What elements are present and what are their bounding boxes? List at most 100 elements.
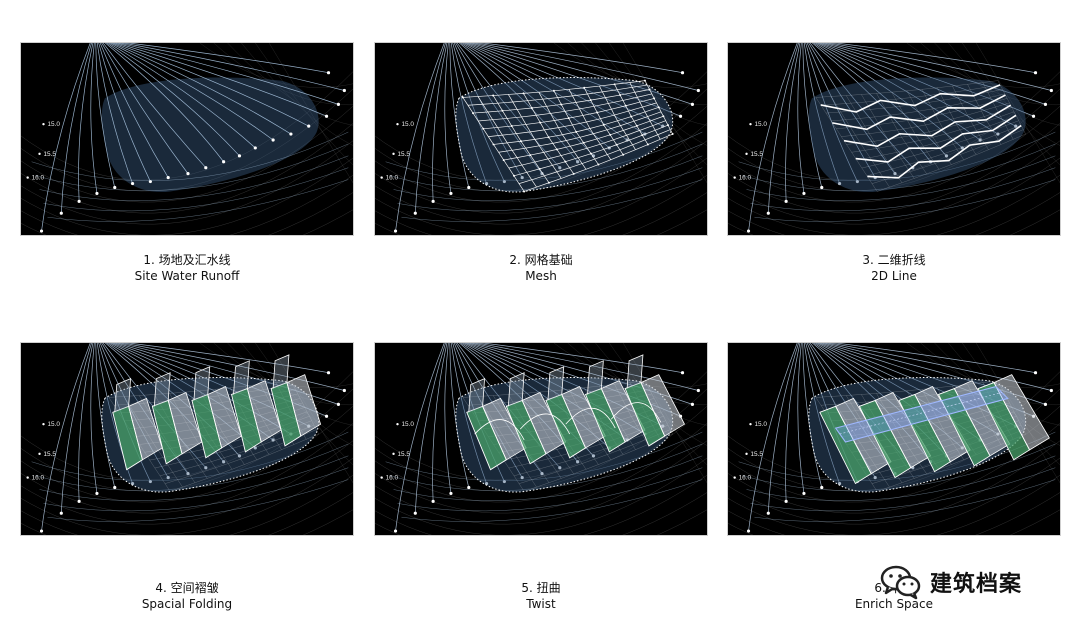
- runoff-line-5-1: [767, 343, 799, 514]
- contour-2-8: [1009, 209, 1060, 235]
- runoff-line-0-9: [102, 43, 207, 168]
- contour-3-7: [21, 492, 353, 535]
- contour-ne-2-2: [934, 43, 1060, 126]
- runoff-node-4-1: [413, 511, 417, 515]
- contour-2-6: [728, 174, 1060, 235]
- runoff-line-2-18: [828, 43, 1052, 91]
- twist-curve-4-3: [610, 402, 662, 423]
- elevation-dot-0-1: [38, 152, 41, 156]
- runoff-node-5-2: [784, 499, 788, 503]
- mesh-node-1-10-10: [641, 134, 644, 137]
- runoff-node-0-4: [113, 185, 117, 190]
- runoff-line-4-19: [480, 343, 683, 374]
- runoff-node-5-3: [802, 491, 806, 496]
- mesh-v-2-8: [856, 116, 1017, 161]
- runoff-line-5-18: [828, 343, 1052, 391]
- runoff-node-1-18: [696, 88, 700, 93]
- contour-ne-1-5: [622, 43, 707, 184]
- contour-ne-3-0: [199, 343, 353, 388]
- panel-4-diagram: 15.0 15.5 16.0: [21, 343, 353, 535]
- contour-3-2: [21, 405, 353, 503]
- runoff-node-4-10: [576, 460, 580, 464]
- runoff-line-5-3: [797, 343, 805, 494]
- runoff-line-2-14: [818, 43, 999, 135]
- mesh-node-1-12-12: [671, 133, 674, 136]
- contour-1-7: [375, 192, 707, 235]
- elevation-dot-1-1: [392, 152, 395, 156]
- contour-3-6: [21, 474, 353, 535]
- runoff-line-3-19: [126, 343, 329, 374]
- contour-ne-1-4: [609, 43, 707, 166]
- mesh-node-1-12-6: [657, 106, 660, 109]
- runoff-line-1-1: [414, 43, 446, 214]
- runoff-line-0-1: [60, 43, 92, 214]
- mesh-node-1-10-4: [624, 104, 627, 107]
- runoff-node-3-11: [237, 454, 242, 458]
- runoff-line-0-16: [115, 43, 327, 117]
- runoff-node-2-4: [820, 185, 824, 190]
- mesh-v-2-10: [866, 124, 1022, 177]
- contour-4-6: [375, 474, 707, 535]
- contour-4-1: [375, 388, 707, 492]
- contour-0-3: [21, 123, 353, 214]
- runoff-line-1-18: [475, 43, 699, 91]
- runoff-node-0-15: [307, 124, 311, 128]
- contour-0-6: [21, 174, 353, 235]
- runoff-line-3-0: [41, 343, 91, 532]
- runoff-line-1-14: [465, 43, 646, 135]
- runoff-line-3-4: [95, 343, 116, 488]
- elevation-label-5-0: 15.0: [754, 421, 767, 428]
- mesh-v-2-7: [851, 111, 1015, 153]
- runoff-line-1-11: [460, 43, 594, 157]
- runoff-node-1-9: [558, 166, 562, 170]
- contour-2-3: [728, 123, 1060, 214]
- runoff-line-2-17: [824, 43, 1046, 105]
- elevation-dot-5-2: [733, 476, 736, 479]
- mesh-node-1-0-6: [492, 143, 495, 146]
- mesh-node-1-4-10: [564, 160, 567, 163]
- flow-contour-1-1: [389, 143, 703, 191]
- caption-6-title: Enrich Space: [854, 597, 934, 611]
- runoff-node-2-1: [766, 211, 770, 215]
- runoff-line-4-0: [395, 343, 445, 532]
- caption-1-title: Site Water Runoff: [134, 269, 240, 283]
- elevation-dot-4-2: [380, 476, 383, 479]
- flow-contour-1-3: [397, 167, 703, 212]
- flow-contour-2-1: [742, 143, 1056, 191]
- runoff-node-0-8: [186, 172, 190, 176]
- elevation-label-3-2: 16.0: [32, 475, 45, 482]
- runoff-node-2-16: [1031, 114, 1036, 118]
- runoff-node-3-2: [77, 499, 81, 503]
- flow-contour-5-4: [754, 479, 1056, 522]
- elevation-dot-3-1: [38, 452, 41, 456]
- watermark-text: 建筑档案: [930, 572, 1023, 597]
- elevation-dot-2-1: [745, 152, 748, 156]
- flow-contour-2-0: [738, 131, 1056, 181]
- mesh-node-1-6-0: [552, 89, 555, 92]
- runoff-node-2-11: [944, 154, 949, 158]
- runoff-line-0-7: [99, 43, 169, 178]
- caption-1-number: 1. 场地及汇水线: [143, 253, 231, 267]
- ribbon-crest-3-4: [272, 354, 290, 389]
- contour-2-5: [728, 157, 1060, 235]
- contour-0-1: [21, 88, 353, 192]
- runoff-node-4-7: [520, 476, 524, 480]
- runoff-line-1-2: [432, 43, 448, 202]
- runoff-line-2-2: [785, 43, 801, 202]
- elevation-dot-5-0: [749, 422, 752, 426]
- runoff-line-1-16: [469, 43, 681, 117]
- mesh-node-1-2-10: [538, 167, 541, 170]
- elevation-dot-0-2: [26, 176, 29, 179]
- runoff-line-5-5: [803, 343, 840, 484]
- runoff-line-2-13: [816, 43, 981, 141]
- runoff-line-1-8: [455, 43, 543, 174]
- runoff-line-2-5: [803, 43, 840, 184]
- runoff-line-0-5: [96, 43, 133, 184]
- runoff-node-3-16: [324, 414, 329, 418]
- elevation-label-1-2: 16.0: [386, 175, 399, 182]
- mesh-v-2-4: [836, 98, 1008, 130]
- flow-contour-5-3: [750, 467, 1056, 512]
- contour-ne-5-0: [906, 343, 1060, 388]
- contour-4-2: [375, 405, 707, 503]
- ribbon-crest-4-1: [507, 372, 525, 407]
